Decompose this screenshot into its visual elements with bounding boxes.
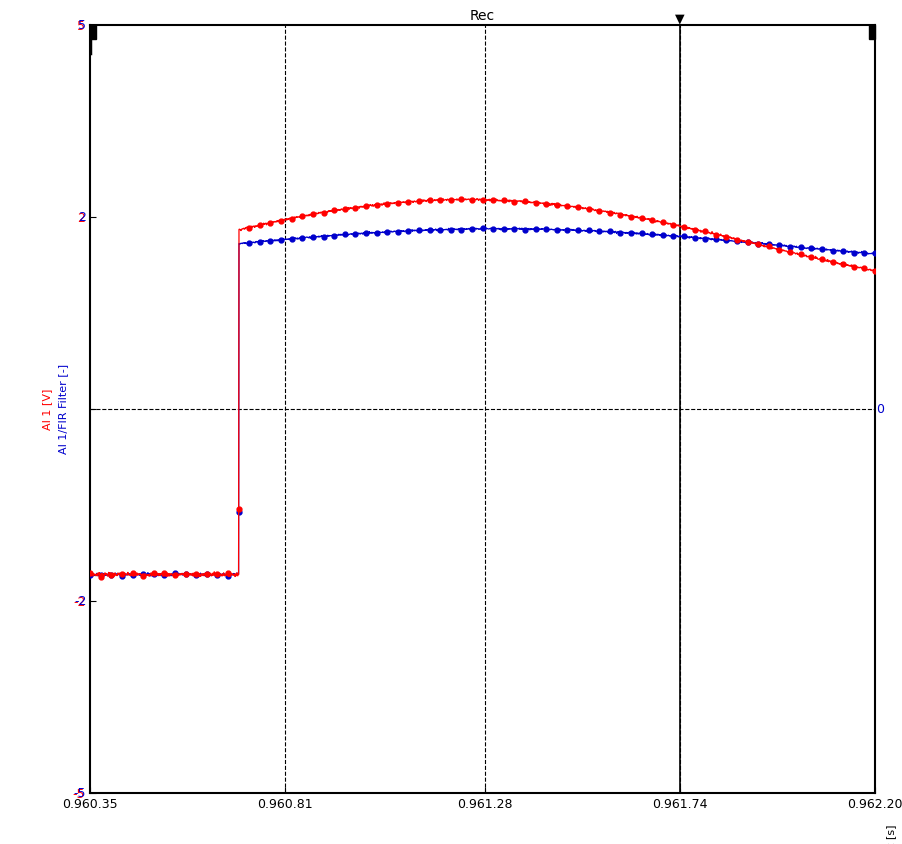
Text: 5: 5 [78, 19, 87, 32]
Text: t [s]: t [s] [886, 824, 896, 844]
Bar [90, 25, 97, 39]
Text: 0: 0 [877, 403, 885, 416]
Text: 2: 2 [78, 211, 87, 224]
Text: ▼: ▼ [675, 13, 685, 25]
Text: AI 1 [V]: AI 1 [V] [42, 388, 52, 430]
Bar [869, 25, 875, 39]
Title: Rec: Rec [470, 8, 495, 23]
Text: -5: -5 [74, 787, 87, 800]
Text: -2: -2 [74, 595, 87, 608]
Text: AI 1/FIR Filter [-]: AI 1/FIR Filter [-] [58, 365, 68, 454]
